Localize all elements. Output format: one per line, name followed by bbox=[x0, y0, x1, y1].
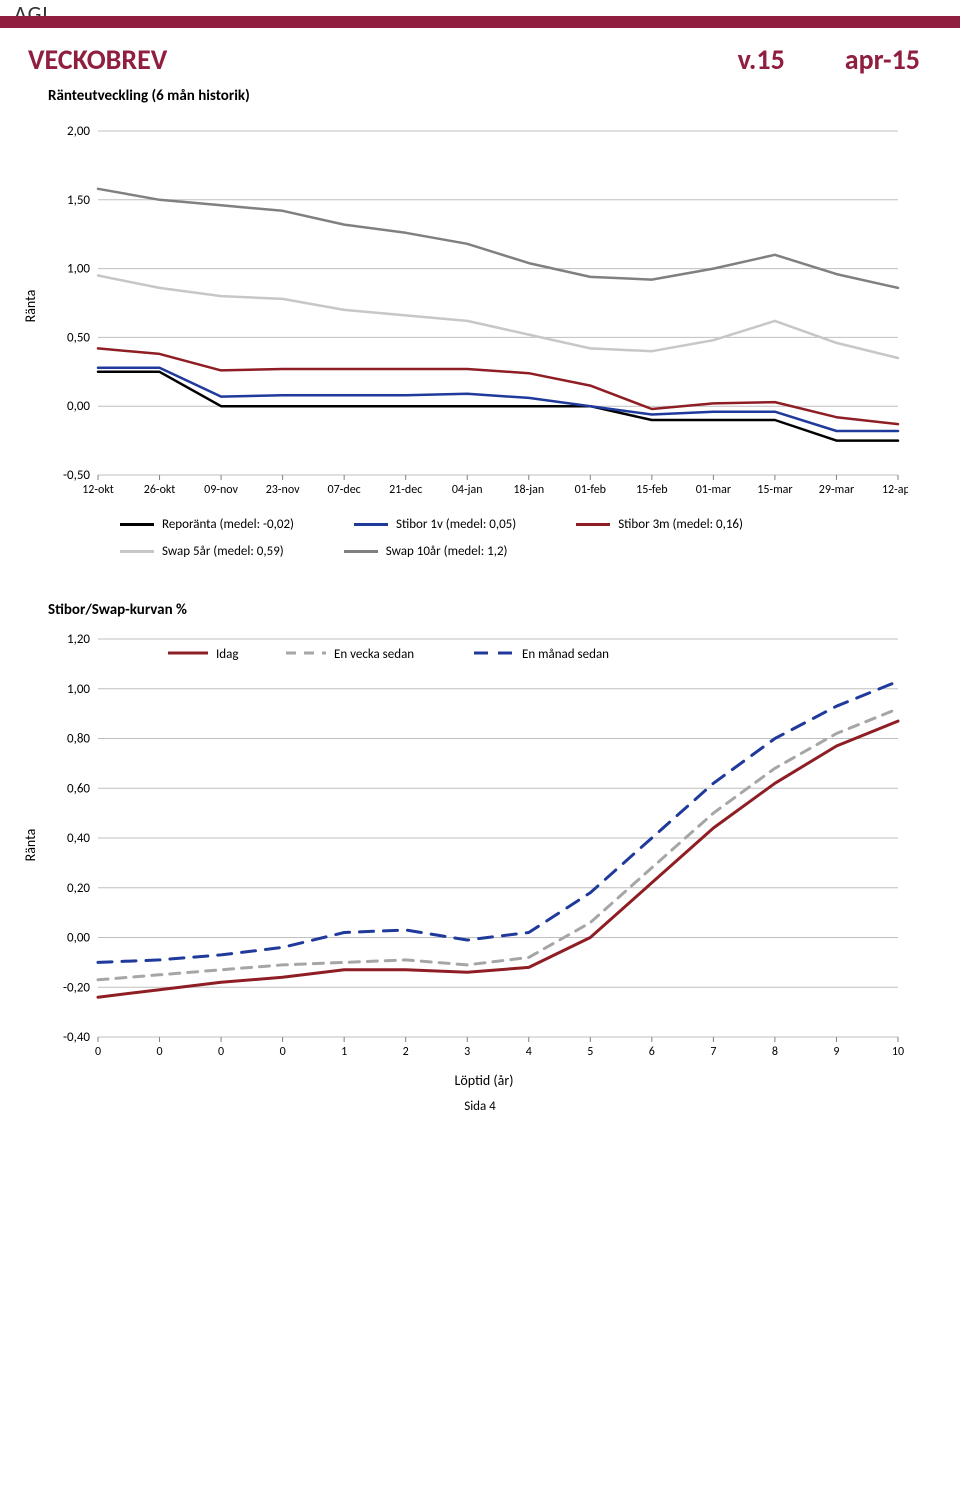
svg-text:Idag: Idag bbox=[216, 647, 238, 662]
chart2-title: Stibor/Swap-kurvan % bbox=[0, 595, 960, 621]
svg-text:2: 2 bbox=[403, 1045, 409, 1059]
svg-text:4: 4 bbox=[526, 1045, 532, 1059]
legend-swatch bbox=[354, 523, 388, 526]
svg-text:0,80: 0,80 bbox=[67, 732, 90, 747]
svg-text:15-mar: 15-mar bbox=[757, 483, 792, 497]
svg-text:29-mar: 29-mar bbox=[819, 483, 854, 497]
legend-item: Swap 5år (medel: 0,59) bbox=[120, 544, 284, 559]
legend-label: Reporänta (medel: -0,02) bbox=[162, 517, 294, 532]
svg-text:21-dec: 21-dec bbox=[389, 483, 422, 497]
chart2-xlabel: Löptid (år) bbox=[48, 1072, 920, 1089]
svg-text:1,00: 1,00 bbox=[67, 682, 90, 697]
chart1-ylabel: Ränta bbox=[22, 290, 39, 323]
svg-text:01-mar: 01-mar bbox=[696, 483, 731, 497]
svg-text:01-feb: 01-feb bbox=[575, 483, 606, 497]
svg-text:3: 3 bbox=[464, 1045, 470, 1059]
chart1-svg: -0,50 0,00 0,50 1,00 1,50 2,00 12-okt 26-okt 09-… bbox=[48, 111, 908, 501]
svg-text:0,40: 0,40 bbox=[67, 831, 90, 846]
svg-text:0: 0 bbox=[156, 1045, 162, 1059]
svg-text:10: 10 bbox=[892, 1045, 904, 1059]
chart1-legend-row2: Swap 5år (medel: 0,59) Swap 10år (medel: … bbox=[0, 538, 960, 565]
svg-text:-0,50: -0,50 bbox=[63, 468, 90, 483]
chart1-wrap: Ränta -0,500,000,501,001,502,0012-okt26-… bbox=[48, 111, 920, 501]
legend-label: Swap 10år (medel: 1,2) bbox=[386, 544, 508, 559]
svg-text:-0,40: -0,40 bbox=[63, 1030, 90, 1045]
legend-swatch bbox=[576, 523, 610, 526]
svg-text:En vecka sedan: En vecka sedan bbox=[334, 647, 414, 662]
svg-text:1,00: 1,00 bbox=[67, 262, 90, 277]
legend-swatch bbox=[120, 550, 154, 553]
svg-text:0: 0 bbox=[218, 1045, 224, 1059]
svg-text:-0,20: -0,20 bbox=[63, 980, 90, 995]
svg-text:04-jan: 04-jan bbox=[452, 483, 483, 497]
svg-text:1,20: 1,20 bbox=[67, 632, 90, 647]
title-date: apr-15 bbox=[845, 42, 920, 77]
legend-label: Swap 5år (medel: 0,59) bbox=[162, 544, 284, 559]
chart1-title: Ränteutveckling (6 mån historik) bbox=[0, 81, 960, 107]
svg-text:2,00: 2,00 bbox=[67, 124, 90, 139]
svg-text:8: 8 bbox=[772, 1045, 778, 1059]
legend-item: Stibor 1v (medel: 0,05) bbox=[354, 517, 516, 532]
title-row: VECKOBREV v.15 apr-15 bbox=[0, 28, 960, 81]
svg-text:6: 6 bbox=[649, 1045, 655, 1059]
legend-label: Stibor 3m (medel: 0,16) bbox=[618, 517, 743, 532]
legend-item: Reporänta (medel: -0,02) bbox=[120, 517, 294, 532]
svg-text:18-jan: 18-jan bbox=[513, 483, 544, 497]
svg-text:0,00: 0,00 bbox=[67, 399, 90, 414]
svg-text:23-nov: 23-nov bbox=[266, 483, 300, 497]
svg-text:0: 0 bbox=[280, 1045, 286, 1059]
svg-text:0,00: 0,00 bbox=[67, 931, 90, 946]
svg-text:12-okt: 12-okt bbox=[82, 483, 114, 497]
legend-item: Swap 10år (medel: 1,2) bbox=[344, 544, 508, 559]
header-bar: AGL bbox=[0, 0, 960, 28]
svg-text:7: 7 bbox=[710, 1045, 716, 1059]
chart1-legend-row1: Reporänta (medel: -0,02) Stibor 1v (medel… bbox=[0, 511, 960, 538]
svg-text:5: 5 bbox=[587, 1045, 593, 1059]
svg-text:0,60: 0,60 bbox=[67, 781, 90, 796]
svg-text:09-nov: 09-nov bbox=[204, 483, 238, 497]
svg-text:En månad sedan: En månad sedan bbox=[522, 647, 609, 662]
svg-text:0,20: 0,20 bbox=[67, 881, 90, 896]
title-version: v.15 bbox=[738, 42, 785, 77]
svg-text:0,50: 0,50 bbox=[67, 330, 90, 345]
svg-text:15-feb: 15-feb bbox=[636, 483, 667, 497]
svg-text:07-dec: 07-dec bbox=[328, 483, 361, 497]
legend-swatch bbox=[120, 523, 154, 526]
svg-text:26-okt: 26-okt bbox=[144, 483, 176, 497]
svg-text:9: 9 bbox=[833, 1045, 839, 1059]
legend-item: Stibor 3m (medel: 0,16) bbox=[576, 517, 743, 532]
chart2-svg: -0,40 -0,20 0,00 0,20 0,40 0,60 0,80 1,00 1,20 0 0… bbox=[48, 625, 908, 1065]
svg-text:1,50: 1,50 bbox=[67, 193, 90, 208]
legend-swatch bbox=[344, 550, 378, 553]
svg-text:12-apr: 12-apr bbox=[882, 483, 908, 497]
title-left: VECKOBREV bbox=[28, 42, 167, 77]
header-rule bbox=[0, 16, 960, 28]
legend-label: Stibor 1v (medel: 0,05) bbox=[396, 517, 516, 532]
svg-text:1: 1 bbox=[341, 1045, 347, 1059]
chart2-wrap: Ränta -0,40-0,200,000,200,400,600,801,00… bbox=[48, 625, 920, 1065]
svg-text:0: 0 bbox=[95, 1045, 101, 1059]
chart2-ylabel: Ränta bbox=[22, 829, 39, 862]
